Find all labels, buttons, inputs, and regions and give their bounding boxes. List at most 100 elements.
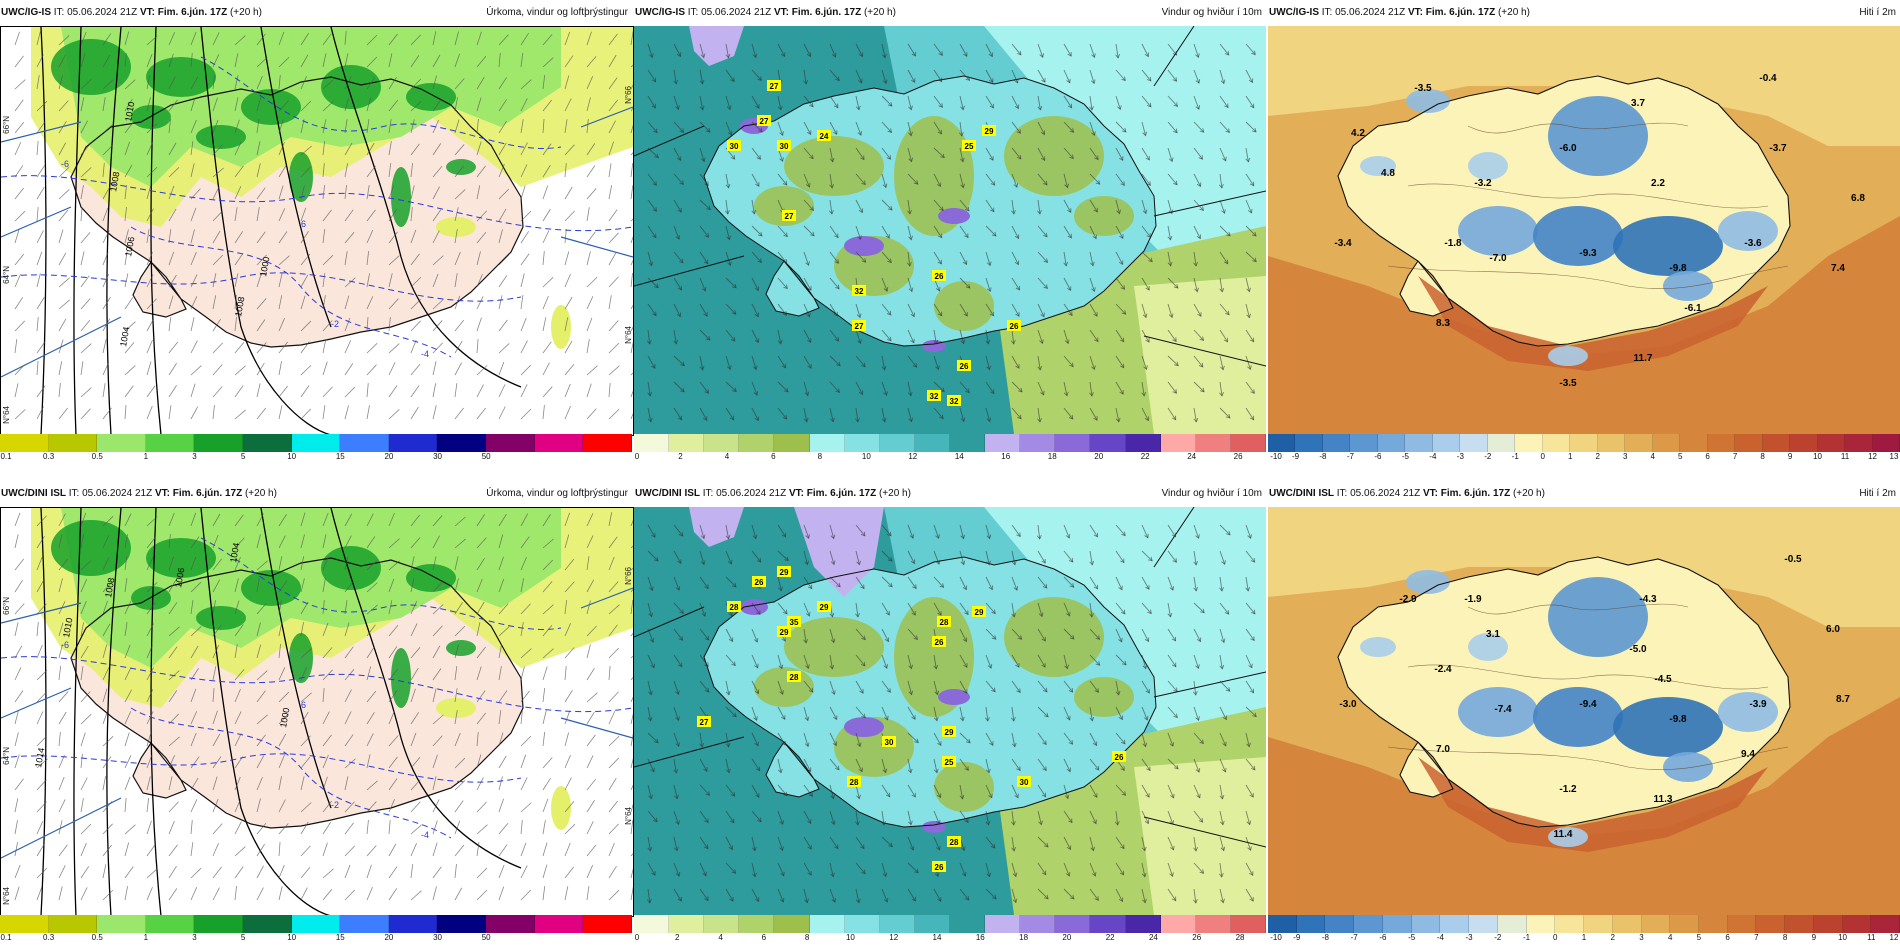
colorbar-swatch (486, 915, 535, 933)
colorbar-tick-label: 0.3 (43, 452, 55, 461)
temperature-value: -0.4 (1759, 73, 1777, 84)
map-canvas: 1010 1008 1006 1004 1008 1000 -6 -4 -2 6 (1, 27, 633, 435)
gust-badge (782, 210, 796, 221)
gust-badge (777, 140, 791, 151)
colorbar-ticks: 0.1 0.3 0.5 1 3 5 10 15 20 30 50 (0, 452, 632, 464)
gust-value: 28 (950, 838, 959, 847)
colorbar-tick-label: 1 (1568, 452, 1573, 461)
gust-value: 27 (770, 82, 779, 91)
colorbar-swatch (1735, 434, 1763, 452)
model-name: UWC/DINI ISL (1, 488, 66, 499)
colorbar-tick-label: 5 (240, 452, 246, 461)
isobar-label: 1004 (118, 326, 131, 347)
temperature-value: -4.3 (1639, 594, 1657, 605)
lead-time: (+20 h) (876, 488, 911, 499)
init-time: IT: 05.06.2024 21Z (66, 488, 155, 499)
model-name: UWC/IG-IS (635, 7, 685, 18)
colorbar-swatch (243, 915, 292, 933)
gust-value: 29 (780, 628, 789, 637)
gust-badge (957, 360, 971, 371)
colorbar-tick-label: 4 (1667, 933, 1673, 942)
colorbar-swatch (1432, 434, 1461, 452)
gust-value: 26 (935, 272, 944, 281)
gust-value: 29 (975, 608, 984, 617)
colorbar-ticks: -10 -9 -8 -7 -6 -5 -4 -3 -2 -1 0 1 2 3 4 5 6 7 8 9 10 11 12 13 (1268, 452, 1900, 464)
colorbar-tick-label: 2 (1595, 452, 1600, 461)
isotherm-label: -2 (331, 800, 339, 810)
panel-title: Úrkoma, vindur og loftþrýstingur (486, 488, 628, 499)
lead-time: (+20 h) (1495, 7, 1530, 18)
temperature-value: -9.3 (1579, 248, 1597, 259)
temperature-value: 9.4 (1741, 749, 1755, 760)
colorbar-swatch (914, 434, 950, 452)
gust-value: 35 (790, 618, 799, 627)
valid-time: VT: Fim. 6.jún. 17Z (1422, 488, 1511, 499)
temp-map: -2.9 -1.9 -4.3 -0.5 3.1 -5.0 6.0 -2.4 -4.5 -3.0 -7… (1268, 507, 1900, 915)
colorbar-tick-label: 0 (1540, 452, 1546, 461)
colorbar-swatch (388, 915, 438, 933)
gust-badge (927, 390, 941, 401)
colorbar-swatch (1160, 434, 1196, 452)
colorbar-swatch (985, 915, 1021, 933)
map-canvas: -3.5 -0.4 4.2 3.7 -6.0 -3.7 4.8 -3.2 2.2 6.8 -3.4 -… (1268, 26, 1900, 434)
colorbar-swatch (704, 915, 740, 933)
gust-badge (727, 601, 741, 612)
colorbar-swatch (844, 434, 880, 452)
colorbar-tick-label: -2 (1494, 933, 1502, 942)
colorbar-swatch (0, 434, 49, 452)
isotherm-label: 6 (301, 219, 306, 229)
colorbar-swatch (704, 434, 740, 452)
gust-badge (1017, 776, 1031, 787)
model-name: UWC/DINI ISL (635, 488, 700, 499)
colorbar-tick-label: 10 (1838, 933, 1847, 942)
gust-value: 26 (935, 863, 944, 872)
run-info: UWC/IG-IS IT: 05.06.2024 21Z VT: Fim. 6.… (1, 0, 262, 26)
gust-value: 26 (960, 362, 969, 371)
wind-map: 26 29 28 29 35 29 28 29 26 28 27 30 29 25 26 28 30 28 26 (634, 507, 1266, 915)
temperature-value: -0.5 (1784, 554, 1802, 565)
gust-badge (937, 616, 951, 627)
colorbar-swatch (145, 434, 195, 452)
colorbar (634, 915, 1266, 933)
isobar-label: 1000 (258, 256, 271, 277)
colorbar-swatch (243, 434, 292, 452)
gust-badge (882, 736, 896, 747)
gust-badge (787, 616, 801, 627)
run-info: UWC/IG-IS IT: 05.06.2024 21Z VT: Fim. 6.… (1269, 0, 1530, 26)
gust-badge (947, 395, 961, 406)
temperature-value: -1.2 (1559, 784, 1577, 795)
gust-badge (932, 636, 946, 647)
colorbar-tick-label: 8 (1782, 933, 1788, 942)
colorbar-tick-label: 12 (1868, 452, 1877, 461)
colorbar-tick-label: 6 (1705, 452, 1710, 461)
colorbar-tick-label: 0.1 (0, 452, 12, 461)
panel-header: UWC/IG-IS IT: 05.06.2024 21Z VT: Fim. 6.… (1268, 0, 1900, 26)
colorbar-tick-label: 0 (634, 452, 640, 461)
gust-value: 26 (1115, 753, 1124, 762)
colorbar-tick-label: 20 (384, 933, 394, 942)
init-time: IT: 05.06.2024 21Z (51, 7, 140, 18)
init-time: IT: 05.06.2024 21Z (1334, 488, 1423, 499)
colorbar-swatch (145, 915, 195, 933)
panel-header: UWC/IG-IS IT: 05.06.2024 21Z VT: Fim. 6.… (0, 0, 632, 26)
model-name: UWC/IG-IS (1, 7, 51, 18)
colorbar-tick-label: 16 (975, 933, 985, 942)
colorbar-tick-label: 1 (1581, 933, 1587, 942)
gust-badge (1112, 751, 1126, 762)
colorbar-tick-label: -2 (1484, 452, 1492, 461)
colorbar-swatch (534, 915, 584, 933)
run-info: UWC/DINI ISL IT: 05.06.2024 21Z VT: Fim.… (635, 481, 911, 507)
colorbar-swatch (1268, 915, 1297, 933)
colorbar-tick-label: 18 (1019, 933, 1029, 942)
colorbar (1268, 915, 1900, 933)
colorbar-swatch (486, 434, 535, 452)
temperature-value: 6.0 (1826, 624, 1840, 635)
panel-header: UWC/DINI ISL IT: 05.06.2024 21Z VT: Fim.… (634, 481, 1266, 507)
gust-badge (972, 606, 986, 617)
isobar-label: 1010 (123, 101, 136, 122)
colorbar-swatch (0, 915, 49, 933)
dini-precip-panel: UWC/DINI ISL IT: 05.06.2024 21Z VT: Fim.… (0, 481, 634, 943)
colorbar-tick-label: 3 (1639, 933, 1644, 942)
panel-title: Hiti í 2m (1859, 488, 1896, 499)
colorbar-tick-label: 2 (678, 452, 683, 461)
